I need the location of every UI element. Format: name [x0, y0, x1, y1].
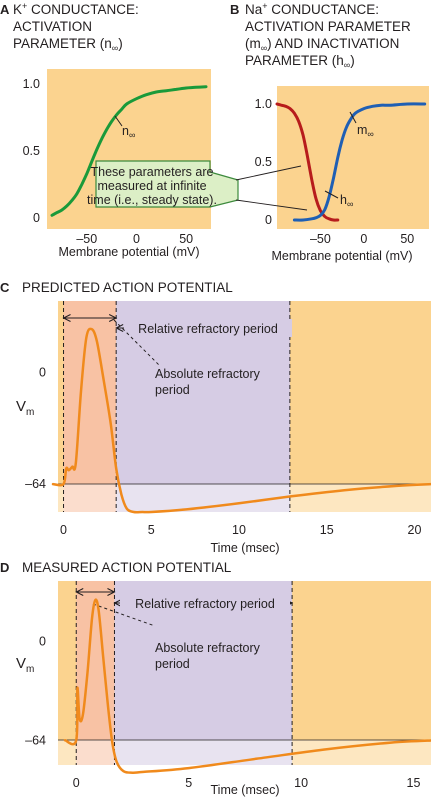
absolute-refractory-arrow-right-head [107, 588, 116, 596]
absolute-refractory-band [76, 581, 115, 765]
relative-refractory-arrow-left-head [113, 599, 122, 607]
panel-a-title-line3: PARAMETER (n∞) [13, 36, 123, 53]
panel-a-y-tick: 0 [33, 211, 40, 225]
panel-c-x-tick: 20 [408, 523, 422, 537]
panel-d-x-tick: 10 [294, 776, 308, 790]
relative-label-backdrop [124, 319, 292, 337]
panel-a-x-tick: 0 [133, 232, 140, 246]
h-inf-curve [275, 102, 340, 222]
panel-c-x-tick: 10 [232, 523, 246, 537]
panel-b-title-line2: ACTIVATION PARAMETER [245, 19, 411, 34]
panel-a-x-tick: –50 [76, 232, 97, 246]
m-inf-curve [292, 102, 427, 222]
panel-b-y-tick: 0 [265, 213, 272, 227]
panel-b-x-tick: 0 [360, 232, 367, 246]
absolute-refractory-arrow-left-head [62, 314, 71, 322]
relative-refractory-label: Relative refractory period [138, 322, 278, 336]
callout-line3: time (i.e., steady state). [87, 193, 217, 207]
panel-b-letter: B [230, 2, 239, 17]
panel-c-x-tick: 15 [320, 523, 334, 537]
panel-a-y-tick: 0.5 [23, 144, 40, 158]
absolute-refractory-arrow-left-head [75, 588, 84, 596]
panel-a-y-tick: 1.0 [23, 77, 40, 91]
absolute-refractory-arrow-right-head [108, 314, 118, 322]
panel-d-x-tick: 15 [407, 776, 421, 790]
absolute-refractory-label-2: period [155, 383, 190, 397]
panel-b-y-tick: 1.0 [255, 97, 272, 111]
panel-a-x-tick: 50 [179, 232, 193, 246]
callout-box [95, 160, 239, 208]
panel-d-title: MEASURED ACTION POTENTIAL [22, 560, 232, 575]
panel-d-y-tick: –64 [25, 733, 46, 747]
panel-b-x-axis-label: Membrane potential (mV) [271, 249, 412, 263]
panel-d-x-tick: 5 [185, 776, 192, 790]
relative-refractory-label: Relative refractory period [135, 597, 275, 611]
n-inf-label: n∞ [122, 124, 135, 140]
predicted-action-potential-trace [51, 327, 431, 514]
callout-line2: measured at infinite [97, 179, 206, 193]
panel-b-title-line3: (m∞) AND INACTIVATION [245, 36, 399, 53]
panel-d-y-axis-label: Vm [16, 655, 34, 675]
absolute-refractory-label-2: period [155, 657, 190, 671]
panel-c-y-axis-label: Vm [16, 398, 34, 418]
panel-c-x-tick: 0 [60, 523, 67, 537]
panel-c-x-axis-label: Time (msec) [211, 541, 280, 555]
panel-b: B Na+ CONDUCTANCE: ACTIVATION PARAMETER … [230, 1, 429, 263]
panel-d-y-tick: 0 [39, 635, 46, 649]
relative-refractory-arrow-left-head [115, 324, 124, 332]
absolute-label-leader [113, 319, 161, 367]
relative-label-backdrop [120, 594, 290, 612]
panel-b-y-tick: 0.5 [255, 155, 272, 169]
panel-c-x-tick: 5 [148, 523, 155, 537]
callout-pointer-lower [235, 199, 308, 211]
panel-d-x-axis-label: Time (msec) [211, 783, 280, 797]
h-inf-leader [324, 190, 339, 199]
panel-d: D MEASURED ACTION POTENTIAL Relative ref… [0, 560, 431, 797]
panel-c: C PREDICTED ACTION POTENTIAL Relative re… [0, 280, 431, 555]
m-inf-label: m∞ [357, 123, 374, 139]
panel-c-y-tick: –64 [25, 477, 46, 491]
panel-b-plot-area [277, 86, 429, 229]
panel-a-x-axis-label: Membrane potential (mV) [58, 245, 199, 259]
n-inf-leader [114, 115, 123, 127]
n-inf-curve [50, 85, 208, 217]
panel-b-x-tick: 50 [400, 232, 414, 246]
panel-a-letter: A [0, 2, 10, 17]
panel-a-title-line2: ACTIVATION [13, 19, 92, 34]
steady-state-callout: These parameters are measured at infinit… [87, 160, 308, 211]
panel-c-y-tick: 0 [39, 366, 46, 380]
panel-d-letter: D [0, 560, 9, 575]
panel-a: A K+ CONDUCTANCE: ACTIVATION PARAMETER (… [0, 1, 211, 259]
absolute-refractory-label-1: Absolute refractory [155, 367, 261, 381]
absolute-label-leader [92, 603, 156, 627]
m-inf-leader [349, 111, 357, 124]
callout-line1: These parameters are [91, 165, 214, 179]
callout-pointer-upper [235, 165, 302, 181]
panel-c-title: PREDICTED ACTION POTENTIAL [22, 280, 233, 295]
h-inf-label: h∞ [340, 193, 353, 209]
panel-b-title-line1: Na+ CONDUCTANCE: [245, 1, 379, 17]
absolute-refractory-label-1: Absolute refractory [155, 641, 261, 655]
panel-a-title-line1: K+ CONDUCTANCE: [13, 1, 139, 17]
panel-c-letter: C [0, 280, 10, 295]
measured-action-potential-trace [63, 598, 431, 774]
panel-b-x-tick: –50 [310, 232, 331, 246]
panel-d-x-tick: 0 [73, 776, 80, 790]
panel-b-title-line4: PARAMETER (h∞) [245, 53, 355, 70]
